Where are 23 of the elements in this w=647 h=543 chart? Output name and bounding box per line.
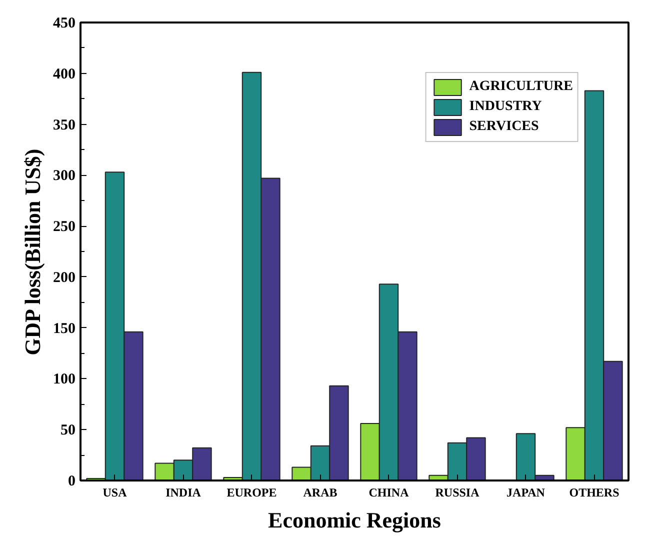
x-tick-label: INDIA — [166, 486, 202, 500]
x-tick-label: OTHERS — [569, 486, 620, 500]
y-tick-label: 50 — [60, 422, 76, 439]
y-tick-label: 450 — [53, 16, 76, 32]
y-tick-label: 150 — [53, 320, 76, 337]
y-tick-label: 350 — [53, 117, 76, 134]
y-tick-label: 200 — [53, 270, 76, 286]
x-tick-label: JAPAN — [506, 486, 546, 500]
y-tick-label: 0 — [68, 474, 76, 490]
legend-label: INDUSTRY — [469, 98, 542, 116]
x-tick-label: RUSSIA — [435, 486, 480, 500]
legend-label: SERVICES — [469, 118, 539, 136]
legend-label: AGRICULTURE — [469, 78, 573, 96]
y-tick-label: 100 — [53, 372, 76, 388]
y-tick-label: 300 — [53, 168, 76, 184]
x-tick-label: EUROPE — [226, 486, 277, 500]
x-axis-title: Economic Regions — [268, 508, 442, 532]
x-tick-label: ARAB — [303, 486, 338, 500]
x-tick-label: USA — [102, 486, 128, 500]
y-tick-label: 400 — [53, 66, 76, 82]
y-tick-label: 250 — [53, 219, 76, 236]
x-tick-label: CHINA — [368, 486, 410, 500]
y-axis-title: GDP loss(Billion US$) — [20, 148, 45, 356]
